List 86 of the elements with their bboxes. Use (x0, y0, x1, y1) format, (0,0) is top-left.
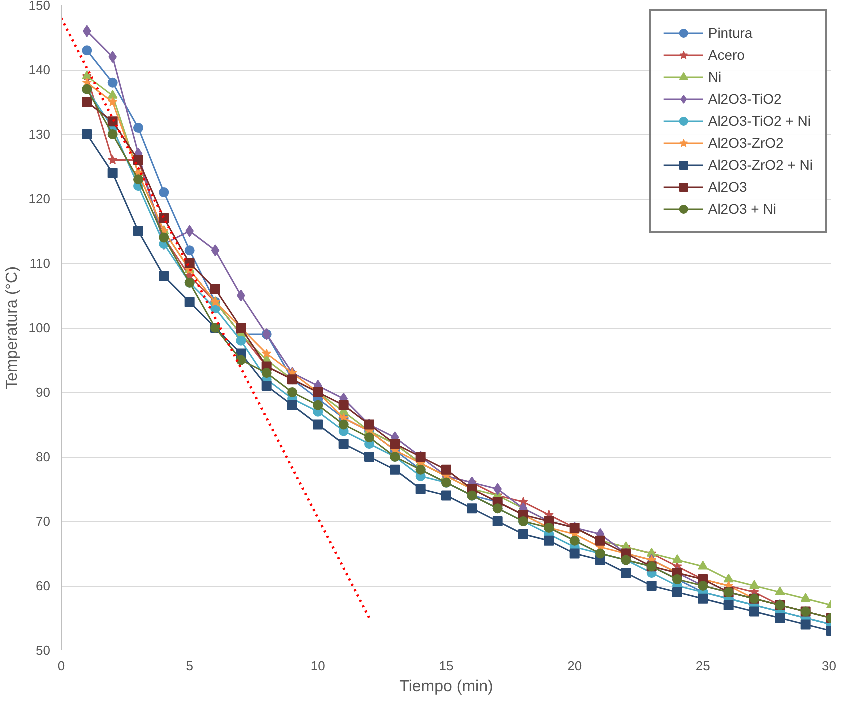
legend-label: Al2O3-ZrO2 (708, 135, 784, 151)
point (134, 123, 144, 134)
x-tick-label: 15 (439, 658, 454, 674)
x-axis-title: Tiempo (min) (400, 678, 494, 696)
point (570, 548, 580, 559)
legend-label: Acero (708, 47, 745, 63)
point (467, 504, 478, 514)
point (262, 348, 272, 358)
y-axis-title: Temperatura (°C) (4, 266, 21, 390)
point (416, 484, 426, 494)
point (338, 420, 349, 430)
point (724, 600, 734, 610)
x-tick-label: 10 (310, 658, 326, 674)
y-tick-label: 50 (36, 643, 51, 658)
point (750, 606, 760, 617)
point (390, 464, 400, 475)
point (82, 130, 92, 140)
y-tick-label: 90 (36, 385, 51, 400)
point (750, 580, 760, 590)
point (184, 246, 195, 256)
point (108, 155, 118, 164)
y-tick-label: 120 (28, 192, 51, 206)
point (108, 168, 118, 178)
legend-label: Al2O3-TiO2 + Ni (708, 113, 811, 129)
point (159, 271, 170, 282)
point (518, 529, 528, 540)
point (211, 244, 220, 257)
point (364, 452, 374, 462)
legend-label: Al2O3-ZrO2 + Ni (708, 157, 813, 173)
point (108, 116, 118, 127)
legend-label: Al2O3-TiO2 (708, 91, 782, 107)
legend-label: Ni (708, 69, 723, 85)
point (313, 400, 324, 410)
point (800, 620, 811, 630)
point (184, 258, 195, 268)
point (236, 355, 246, 366)
y-tick-label: 130 (28, 127, 51, 142)
point (800, 593, 811, 602)
point (288, 388, 298, 398)
legend-label: Al2O3 (708, 179, 748, 195)
y-tick-label: 80 (36, 450, 51, 464)
x-tick-label: 0 (58, 658, 66, 674)
point (672, 587, 682, 598)
point (698, 560, 708, 570)
point (492, 516, 503, 526)
y-tick-label: 110 (30, 256, 51, 271)
point (442, 490, 452, 501)
point (672, 554, 682, 564)
point (313, 420, 324, 430)
point (621, 568, 632, 578)
x-tick-label: 20 (568, 658, 582, 674)
point (775, 613, 786, 624)
point (262, 381, 272, 392)
y-tick-label: 140 (28, 62, 51, 78)
point (724, 574, 734, 583)
point (236, 336, 246, 346)
x-tick-label: 30 (822, 658, 837, 674)
point (82, 97, 92, 108)
y-tick-label: 70 (36, 514, 51, 529)
point (288, 400, 298, 410)
point (159, 188, 170, 198)
legend-label: Pintura (708, 25, 753, 41)
point (442, 464, 452, 475)
point (108, 97, 118, 106)
point (262, 368, 272, 378)
x-tick-label: 5 (186, 658, 194, 674)
point (108, 90, 118, 99)
point (544, 536, 554, 546)
y-tick-label: 150 (28, 0, 51, 13)
point (775, 586, 786, 596)
point (338, 439, 349, 450)
point (108, 78, 118, 88)
point (134, 226, 144, 236)
legend-label: Al2O3 + Ni (708, 201, 776, 217)
point (184, 297, 195, 308)
y-tick-label: 60 (36, 578, 51, 594)
point (338, 400, 349, 410)
point (364, 432, 374, 443)
y-tick-label: 100 (28, 320, 51, 336)
x-tick-label: 25 (696, 658, 710, 674)
point (108, 130, 118, 140)
point (646, 581, 657, 591)
point (82, 46, 92, 56)
point (210, 284, 220, 294)
point (134, 174, 144, 185)
point (698, 594, 708, 604)
